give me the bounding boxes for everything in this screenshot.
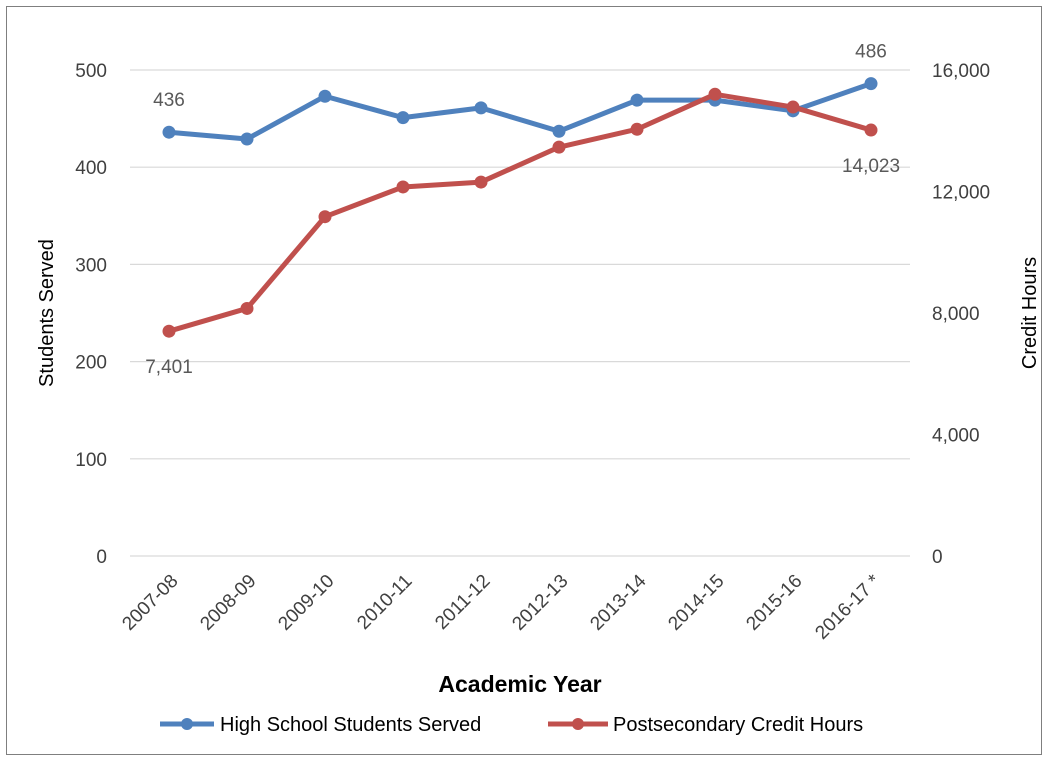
data-label: 486 <box>855 42 887 63</box>
data-point <box>240 132 254 146</box>
series-line <box>168 81 872 142</box>
data-point <box>552 140 566 154</box>
right-axis-ticks: 0 4,000 8,000 12,000 16,000 <box>932 61 990 568</box>
series-lines <box>162 77 878 338</box>
x-axis-title: Academic Year <box>438 671 601 697</box>
y-left-tick-label: 0 <box>96 547 107 568</box>
data-point <box>162 324 176 338</box>
y-right-tick-label: 12,000 <box>932 183 990 204</box>
legend: High School Students Served Postsecondar… <box>160 714 863 736</box>
data-point <box>162 125 176 139</box>
data-point <box>708 87 722 101</box>
y-right-tick-label: 8,000 <box>932 304 980 325</box>
data-point <box>864 77 878 91</box>
y-left-tick-label: 400 <box>75 158 107 179</box>
y-right-tick-label: 16,000 <box>932 61 990 82</box>
legend-label-students: High School Students Served <box>220 714 481 736</box>
y-right-tick-label: 4,000 <box>932 426 980 447</box>
x-axis-ticks: 2007-08 2008-09 2009-10 2010-11 2011-12 2012-… <box>118 570 885 644</box>
data-point <box>240 301 254 315</box>
legend-marker-students <box>181 718 193 730</box>
y-right-axis-title: Credit Hours <box>1019 257 1041 369</box>
data-point <box>630 122 644 136</box>
x-tick-label: 2008-09 <box>196 571 260 635</box>
data-point <box>318 210 332 224</box>
series-0 <box>162 77 878 146</box>
data-point <box>474 101 488 115</box>
y-left-axis-title: Students Served <box>36 239 58 387</box>
x-tick-label: 2014-15 <box>664 571 728 635</box>
data-label: 7,401 <box>145 357 193 378</box>
data-labels: 436 486 7,401 14,023 <box>145 42 900 379</box>
series-1 <box>162 87 878 338</box>
legend-item-students: High School Students Served <box>160 714 481 736</box>
x-tick-label: 2015-16 <box>742 571 806 635</box>
data-point <box>864 123 878 137</box>
data-point <box>786 100 800 114</box>
data-label: 436 <box>153 90 185 111</box>
y-right-tick-label: 0 <box>932 547 943 568</box>
data-point <box>474 175 488 189</box>
data-point <box>552 124 566 138</box>
legend-item-credit-hours: Postsecondary Credit Hours <box>548 714 863 736</box>
x-tick-label: 2011-12 <box>431 571 494 634</box>
x-tick-label: 2012-13 <box>508 571 572 635</box>
x-tick-label: 2009-10 <box>274 571 338 635</box>
y-left-tick-label: 300 <box>75 255 107 276</box>
data-point <box>630 93 644 107</box>
x-tick-label: 2010-11 <box>353 571 416 634</box>
legend-label-credit-hours: Postsecondary Credit Hours <box>613 714 863 736</box>
data-point <box>396 111 410 125</box>
x-tick-label: 2013-14 <box>586 570 650 634</box>
x-tick-label: 2007-08 <box>118 571 182 635</box>
x-tick-label: 2016-17 * <box>811 570 885 644</box>
data-label: 14,023 <box>842 156 900 177</box>
data-point <box>318 89 332 103</box>
left-axis-ticks: 0 100 200 300 400 500 <box>75 61 107 568</box>
series-line <box>168 91 872 334</box>
y-left-tick-label: 500 <box>75 61 107 82</box>
data-point <box>396 180 410 194</box>
legend-marker-credit-hours <box>572 718 584 730</box>
y-left-tick-label: 100 <box>75 450 107 471</box>
y-left-tick-label: 200 <box>75 353 107 374</box>
